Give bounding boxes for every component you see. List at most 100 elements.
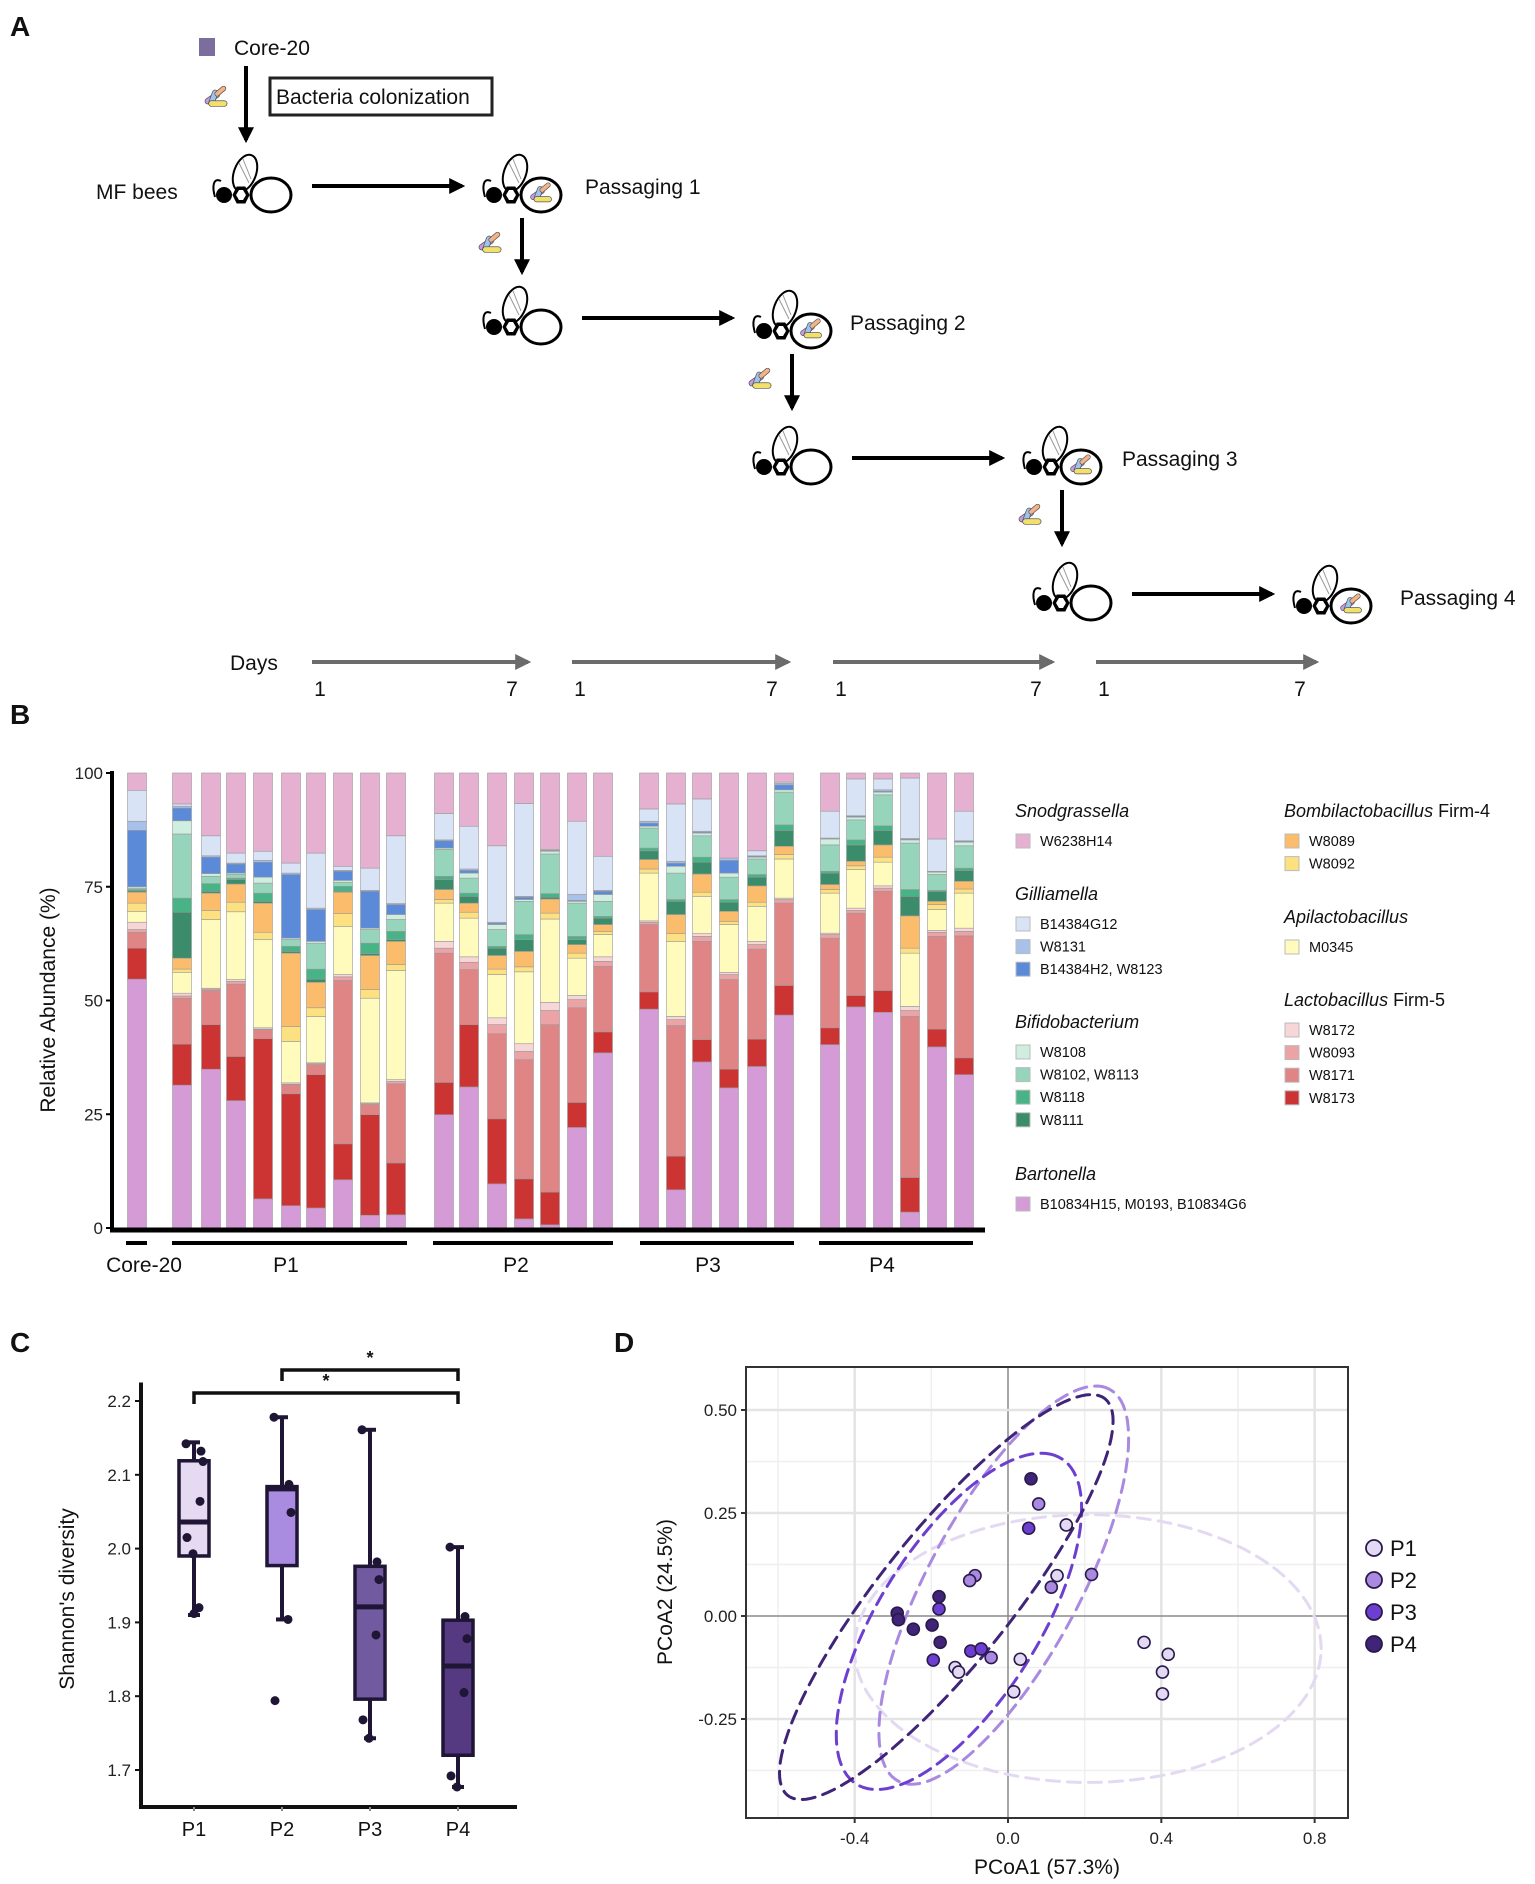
stacked-bar <box>774 772 794 1229</box>
stacked-bar <box>306 772 326 1229</box>
bar-segment <box>281 874 301 939</box>
scatter-point-P1 <box>1137 1635 1151 1650</box>
bar-segment <box>567 1007 587 1103</box>
bar-segment <box>593 961 613 967</box>
y-axis-title: Relative Abundance (%) <box>37 887 60 1112</box>
bar-segment <box>226 983 246 1057</box>
bar-segment <box>386 1083 406 1164</box>
bar-segment <box>360 997 380 1104</box>
bar-segment <box>747 858 767 875</box>
stacked-bar <box>127 772 147 1229</box>
bar-segment <box>514 1051 534 1060</box>
scatter-point-P3 <box>932 1602 946 1616</box>
bar-segment <box>719 974 739 980</box>
bar-segment <box>692 933 712 937</box>
core20-label: Core-20 <box>234 37 310 60</box>
legend-swatch <box>1284 856 1300 872</box>
data-point <box>194 1603 204 1613</box>
bar-segment <box>127 947 147 980</box>
bar-segment <box>927 772 947 840</box>
bar-segment <box>333 980 353 1145</box>
bar-segment <box>639 847 659 852</box>
bar-segment <box>639 822 659 827</box>
bar-segment <box>459 902 479 913</box>
bar-segment <box>593 894 613 902</box>
colonization-box <box>268 76 494 117</box>
bar-segment <box>540 853 560 894</box>
bar-segment <box>774 824 794 831</box>
bar-segment <box>540 912 560 920</box>
bar-segment <box>567 944 587 954</box>
bar-segment <box>201 883 221 892</box>
bar-segment <box>281 1093 301 1207</box>
legend-item-label: B10834H15, M0193, B10834G6 <box>1040 1197 1246 1213</box>
bar-segment <box>719 971 739 975</box>
legend-group-title: Bifidobacterium <box>1015 1012 1139 1032</box>
legend-genus: Gilliamella <box>1015 884 1098 904</box>
stacked-bar <box>954 772 974 1229</box>
bar-segment <box>692 891 712 897</box>
bar-segment <box>487 772 507 847</box>
bar-segment <box>360 942 380 954</box>
scatter-point-P1 <box>1155 1665 1170 1679</box>
data-point <box>196 1446 206 1456</box>
bar-segment <box>820 884 840 890</box>
bar-segment <box>281 1026 301 1042</box>
bar-segment <box>747 885 767 903</box>
legend-group-title: Lactobacillus Firm-5 <box>1284 990 1445 1010</box>
bar-segment <box>692 936 712 942</box>
bar-segment <box>954 772 974 812</box>
legend-swatch <box>1015 1196 1031 1212</box>
bar-segment <box>639 772 659 810</box>
box <box>353 1564 387 1701</box>
legend-item-label: W8173 <box>1309 1091 1355 1107</box>
bar-segment <box>846 844 866 862</box>
data-point <box>284 1479 294 1489</box>
bar-segment <box>747 1066 767 1229</box>
bar-segment <box>360 890 380 929</box>
bar-segment <box>127 931 147 949</box>
bar-segment <box>820 892 840 934</box>
bar-segment <box>774 845 794 855</box>
bar-segment <box>846 860 866 867</box>
data-point <box>460 1611 470 1621</box>
bar-segment <box>487 1024 507 1035</box>
bar-segment <box>281 1084 301 1095</box>
bar-segment <box>514 896 534 900</box>
bar-segment <box>820 934 840 939</box>
bar-segment <box>927 871 947 875</box>
panel-label-d: D <box>614 1327 634 1358</box>
significance-star: * <box>322 1371 329 1391</box>
bar-segment <box>846 772 866 780</box>
bar-segment <box>774 791 794 826</box>
bar-segment <box>593 966 613 1033</box>
bar-segment <box>900 947 920 954</box>
bar-segment <box>567 1102 587 1128</box>
bar-segment <box>253 1029 273 1040</box>
bar-segment <box>774 830 794 847</box>
bar-segment <box>540 1024 560 1193</box>
bar-segment <box>747 941 767 945</box>
stacked-bar <box>172 772 192 1229</box>
panel-label-a: A <box>10 11 30 42</box>
day-start-label: 1 <box>1098 678 1110 701</box>
stacked-bar <box>927 772 947 1229</box>
bar-segment <box>846 1006 866 1229</box>
bar-segment <box>873 887 893 892</box>
bar-segment <box>386 931 406 940</box>
bee-icon <box>211 153 293 214</box>
stacked-bar <box>253 772 273 1229</box>
bar-segment <box>593 924 613 932</box>
legend-swatch <box>1284 939 1300 955</box>
colonization-label: Bacteria colonization <box>276 86 470 109</box>
scatter-point-P3 <box>1021 1521 1036 1536</box>
bar-segment <box>846 839 866 846</box>
legend-item-label: W8093 <box>1309 1046 1355 1062</box>
bar-segment <box>434 1114 454 1229</box>
legend-swatch <box>1015 1044 1031 1060</box>
bar-segment <box>172 1084 192 1229</box>
legend-swatch <box>1284 833 1300 849</box>
legend-item-label: W8171 <box>1309 1068 1355 1084</box>
bar-segment <box>719 860 739 874</box>
legend-group-title: Bombilactobacillus Firm-4 <box>1284 801 1490 821</box>
